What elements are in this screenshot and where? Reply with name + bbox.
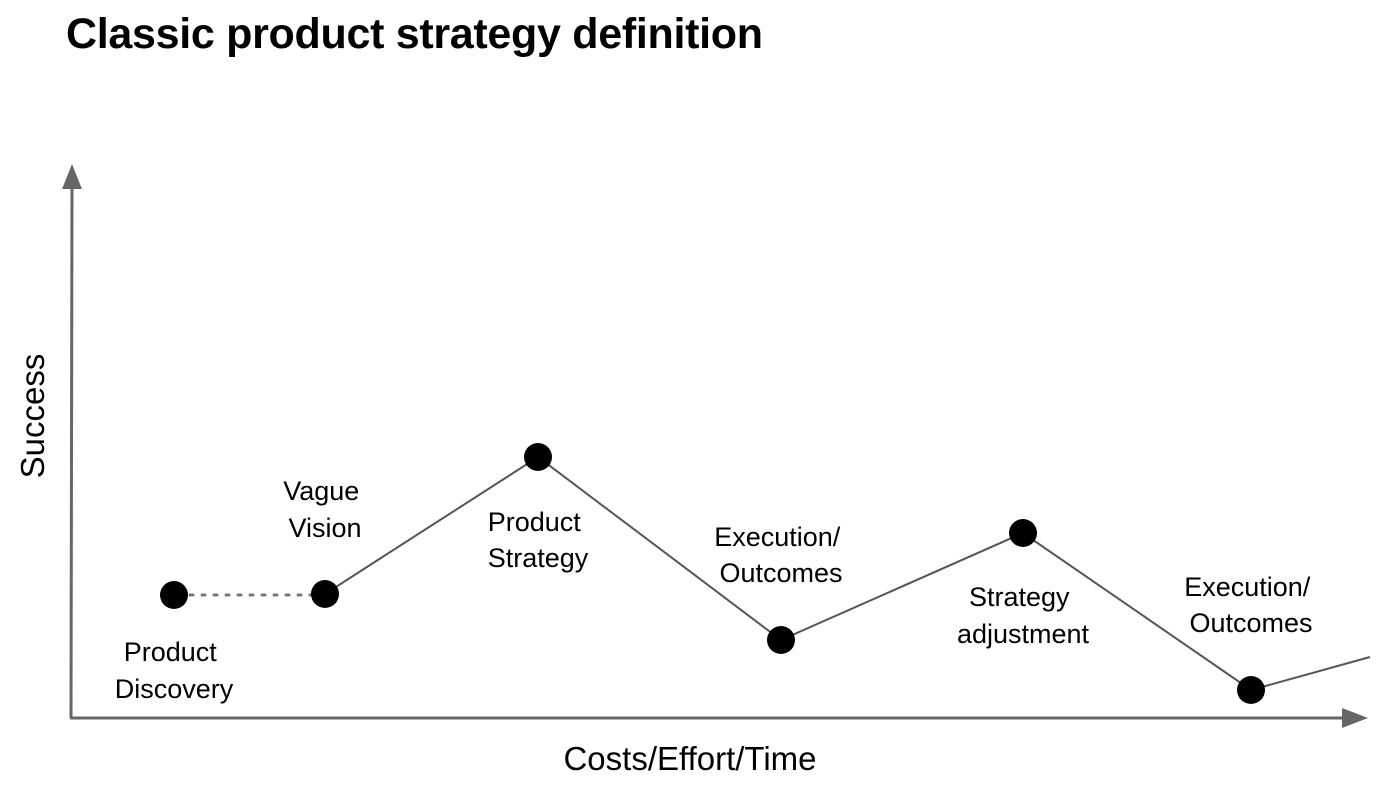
y-axis-arrowhead bbox=[62, 164, 82, 189]
label-line: Strategy bbox=[969, 582, 1070, 612]
label-line: Vague bbox=[283, 476, 359, 506]
label-line: Vision bbox=[288, 513, 361, 543]
label-strategy-adjustment: Strategy adjustment bbox=[957, 582, 1090, 649]
label-line: Strategy bbox=[488, 543, 589, 573]
y-axis-label: Success bbox=[14, 354, 51, 479]
node-execution-outcomes-2 bbox=[1237, 676, 1265, 704]
label-execution-outcomes-1: Execution/ Outcomes bbox=[714, 522, 848, 588]
node-vague-vision bbox=[311, 580, 339, 608]
label-product-discovery: Product Discovery bbox=[115, 637, 234, 704]
label-line: Execution/ bbox=[1184, 572, 1311, 602]
label-line: Discovery bbox=[115, 674, 234, 704]
x-axis-arrowhead bbox=[1342, 708, 1368, 728]
x-axis-label: Costs/Effort/Time bbox=[563, 740, 816, 777]
label-line: Product bbox=[124, 637, 218, 667]
label-product-strategy: Product Strategy bbox=[488, 507, 589, 573]
node-execution-outcomes-1 bbox=[767, 626, 795, 654]
label-line: Product bbox=[488, 507, 582, 537]
label-line: Outcomes bbox=[1189, 608, 1312, 638]
label-vague-vision: Vague Vision bbox=[283, 476, 367, 543]
node-product-strategy bbox=[524, 443, 552, 471]
y-axis bbox=[69, 184, 74, 719]
label-line: Outcomes bbox=[719, 558, 842, 588]
path-line bbox=[324, 455, 1371, 692]
page-title: Classic product strategy definition bbox=[66, 10, 763, 58]
label-line: adjustment bbox=[957, 619, 1090, 649]
node-strategy-adjustment bbox=[1009, 519, 1037, 547]
label-execution-outcomes-2: Execution/ Outcomes bbox=[1184, 572, 1318, 638]
node-product-discovery bbox=[160, 581, 188, 609]
label-line: Execution/ bbox=[714, 522, 841, 552]
